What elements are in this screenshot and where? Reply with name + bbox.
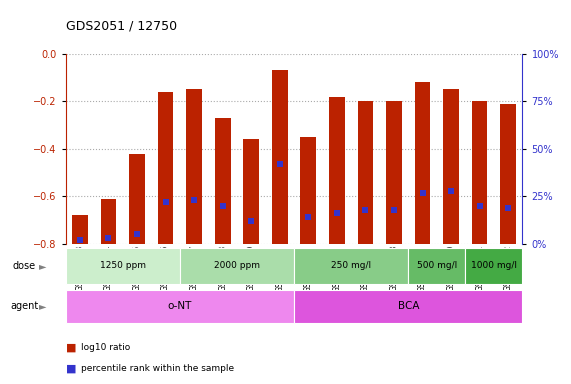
Text: ►: ► xyxy=(39,262,46,271)
Bar xyxy=(215,118,231,244)
Bar xyxy=(243,139,259,244)
Text: o-NT: o-NT xyxy=(168,301,192,311)
Point xyxy=(75,237,85,243)
Point xyxy=(247,218,256,224)
Text: 1250 ppm: 1250 ppm xyxy=(100,261,146,270)
Bar xyxy=(158,92,174,244)
Text: agent: agent xyxy=(10,301,38,311)
Point xyxy=(447,187,456,194)
Point xyxy=(104,235,113,241)
Bar xyxy=(472,101,488,244)
Point xyxy=(132,231,142,237)
Bar xyxy=(500,104,516,244)
Bar xyxy=(329,96,345,244)
Bar xyxy=(100,199,116,244)
Text: GDS2051 / 12750: GDS2051 / 12750 xyxy=(66,20,177,33)
Point xyxy=(389,207,399,213)
Point xyxy=(504,205,513,211)
Bar xyxy=(72,215,88,244)
Point xyxy=(361,207,370,213)
Bar xyxy=(386,101,402,244)
Point xyxy=(161,199,170,205)
Text: 1000 mg/l: 1000 mg/l xyxy=(471,261,517,270)
Bar xyxy=(357,101,373,244)
Text: ■: ■ xyxy=(66,343,76,353)
Text: percentile rank within the sample: percentile rank within the sample xyxy=(81,364,234,373)
Bar xyxy=(186,89,202,244)
Text: log10 ratio: log10 ratio xyxy=(81,343,130,352)
Text: BCA: BCA xyxy=(397,301,419,311)
Bar xyxy=(272,70,288,244)
Bar xyxy=(294,290,522,323)
Text: 250 mg/l: 250 mg/l xyxy=(331,261,371,270)
Text: ►: ► xyxy=(39,301,46,311)
Bar xyxy=(294,248,408,284)
Point xyxy=(275,161,284,167)
Bar xyxy=(180,248,294,284)
Bar xyxy=(66,248,180,284)
Text: ■: ■ xyxy=(66,364,76,374)
Point xyxy=(475,203,484,209)
Point xyxy=(332,210,341,217)
Point xyxy=(418,189,427,195)
Bar xyxy=(465,248,522,284)
Bar xyxy=(66,290,294,323)
Text: 500 mg/l: 500 mg/l xyxy=(417,261,457,270)
Bar xyxy=(300,137,316,244)
Text: 2000 ppm: 2000 ppm xyxy=(214,261,260,270)
Text: dose: dose xyxy=(13,262,35,271)
Point xyxy=(304,214,313,220)
Point xyxy=(190,197,199,203)
Bar xyxy=(443,89,459,244)
Bar xyxy=(408,248,465,284)
Bar xyxy=(129,154,145,244)
Point xyxy=(218,203,227,209)
Bar xyxy=(415,82,431,244)
